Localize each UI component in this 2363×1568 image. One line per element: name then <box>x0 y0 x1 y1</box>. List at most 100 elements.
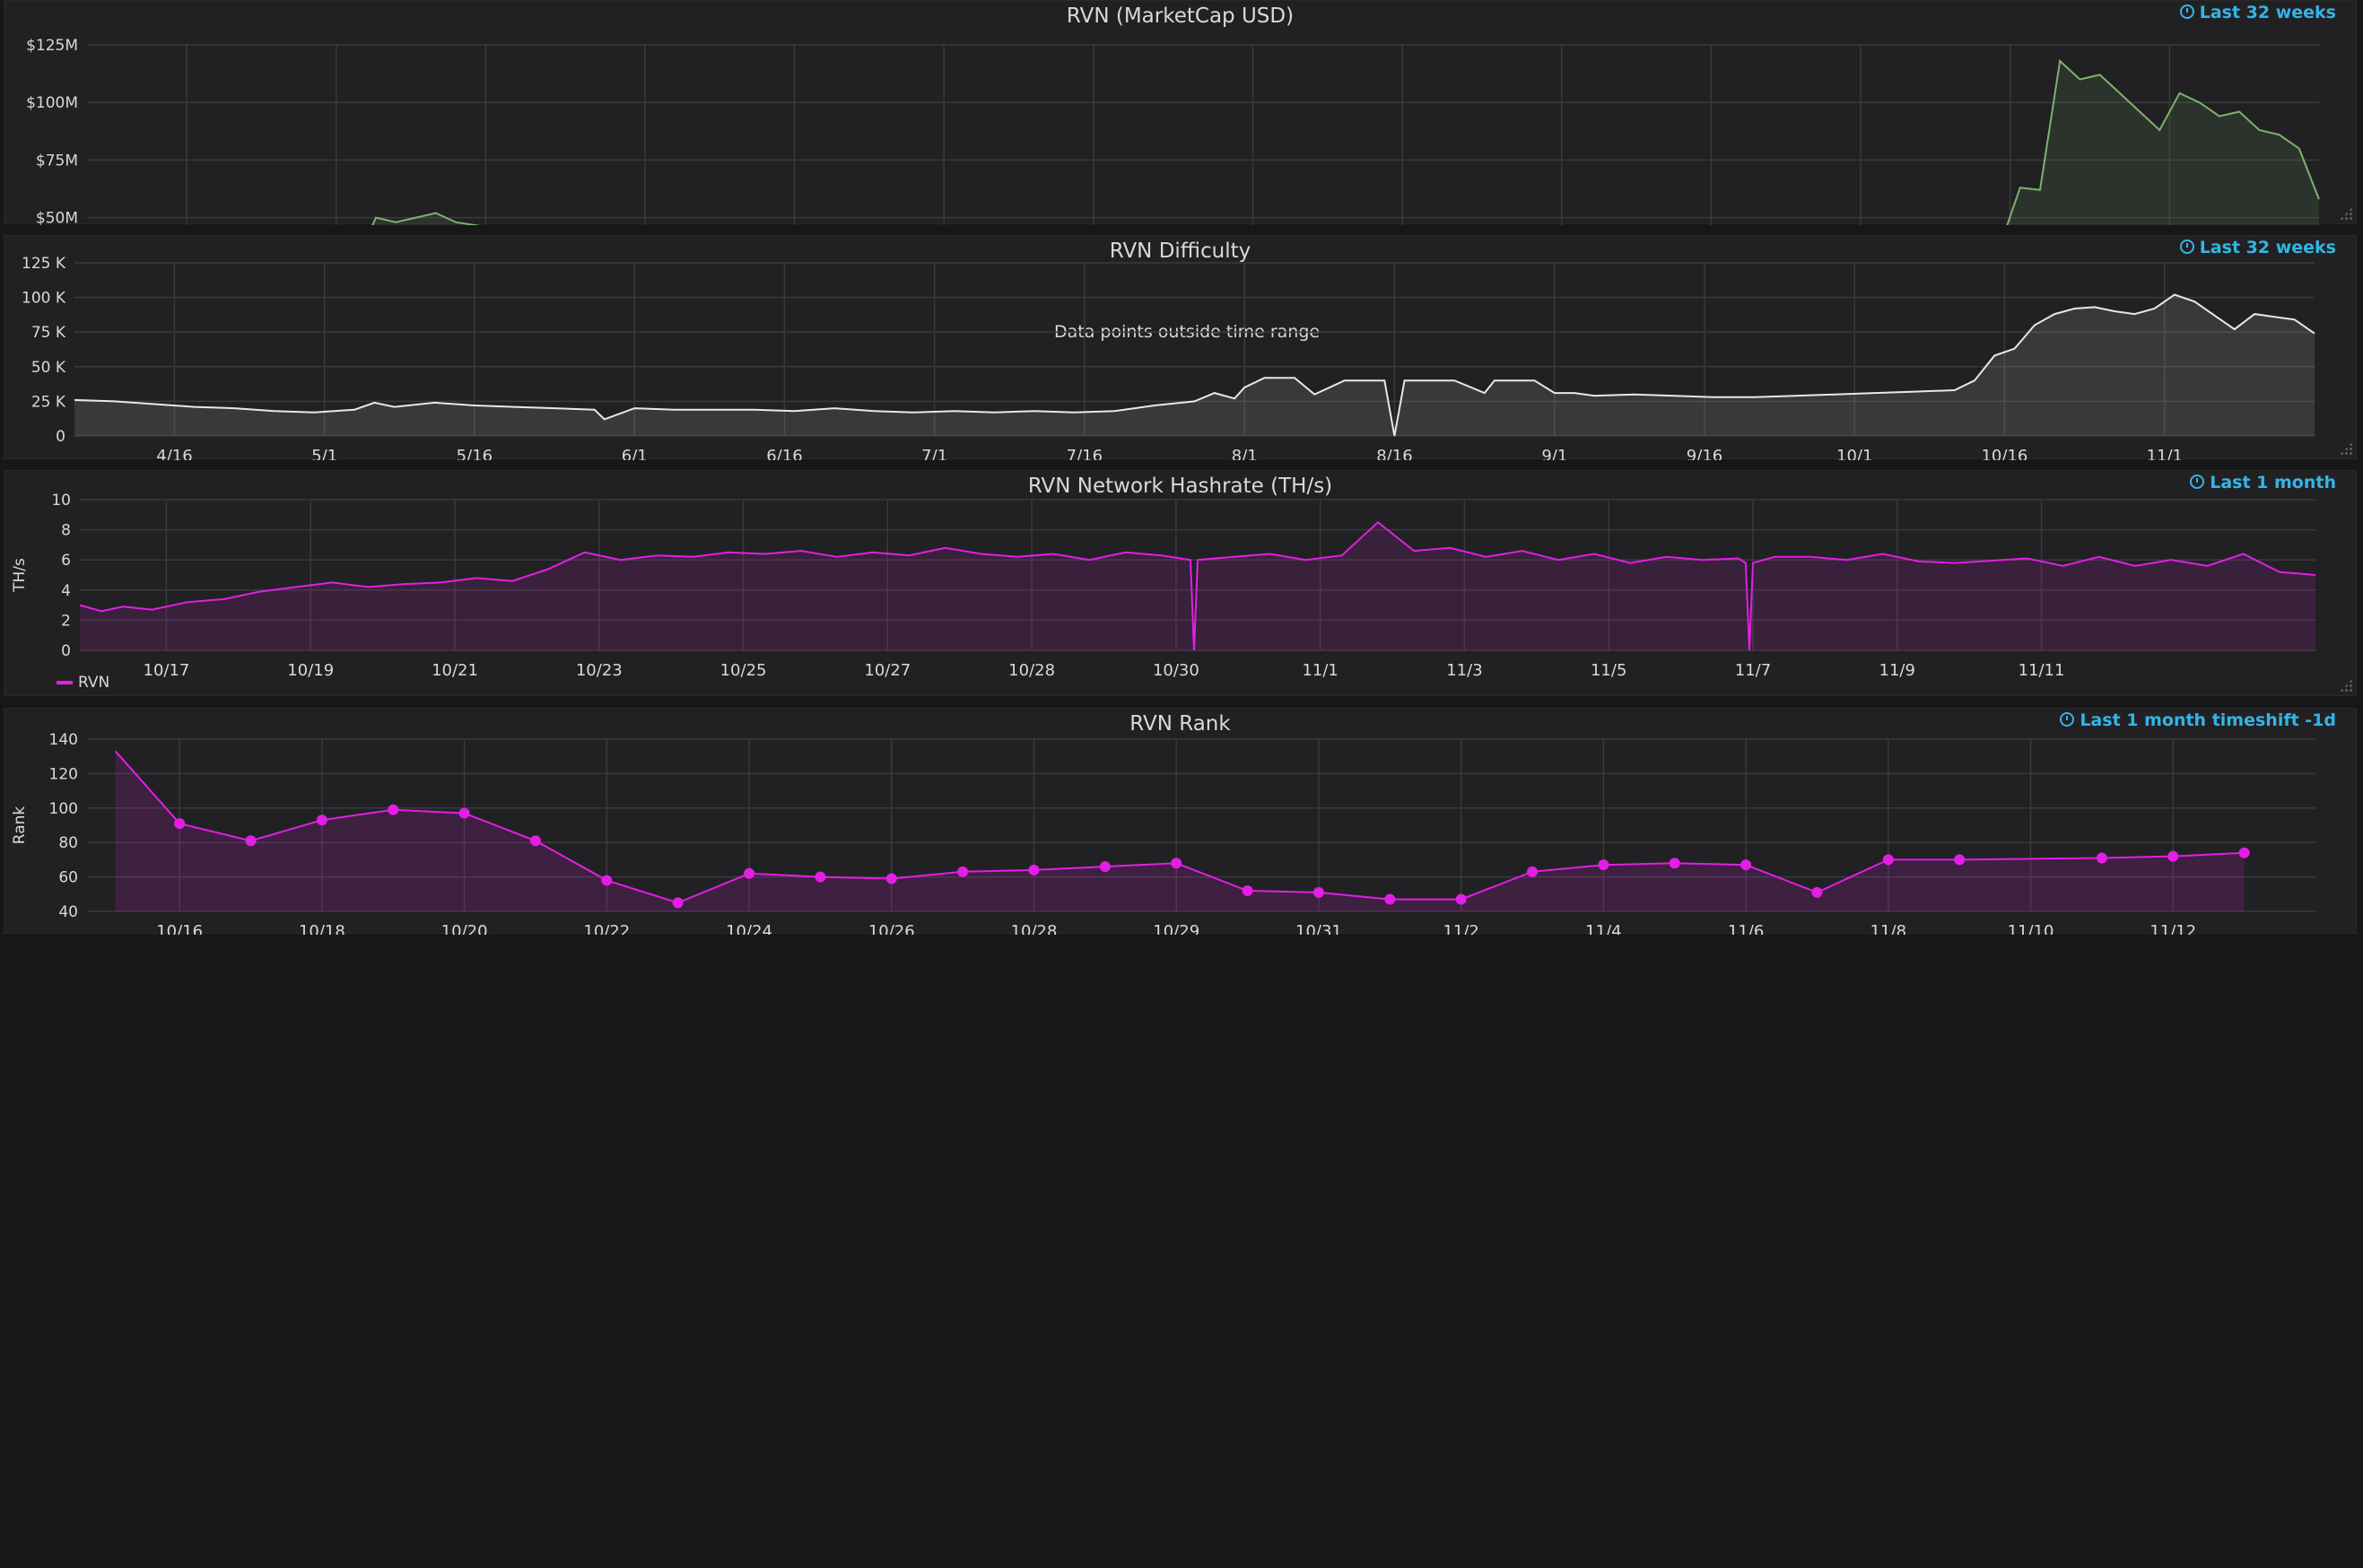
x-tick-label: 10/20 <box>441 922 488 935</box>
x-tick-label: 10/22 <box>583 922 630 935</box>
hashrate-chart[interactable]: 0 2 4 6 8 10 10/17 10/19 10/21 10/23 10/25 10/27 10/… <box>4 471 2358 697</box>
x-tick-label: 11/9 <box>1879 661 1915 680</box>
y-tick-label: 50 K <box>31 359 66 377</box>
marketcap-panel: RVN (MarketCap USD) Last 32 weeks $0$25M… <box>4 0 2358 225</box>
x-tick-label: 10/28 <box>1011 922 1058 935</box>
y-axis-label: TH/s <box>11 558 29 593</box>
data-point <box>1882 854 1894 866</box>
y-tick-label: $50M <box>36 210 78 225</box>
data-point <box>1669 858 1680 869</box>
x-tick-label: 10/27 <box>864 661 911 680</box>
y-tick-label: 2 <box>61 612 71 630</box>
x-tick-label: 10/23 <box>576 661 623 680</box>
data-point <box>815 871 826 883</box>
y-tick-label: 60 <box>58 869 78 887</box>
data-point <box>1242 884 1253 896</box>
x-tick-label: 11/1 <box>1302 661 1338 680</box>
data-point <box>2238 847 2250 858</box>
x-tick-label: 11/10 <box>2008 922 2054 935</box>
data-point <box>316 814 327 826</box>
data-point <box>957 866 969 877</box>
x-tick-label: 10/1 <box>1836 447 1872 460</box>
x-tick-label: 10/31 <box>1295 922 1342 935</box>
data-point <box>1954 854 1966 866</box>
y-tick-label: 6 <box>61 552 71 570</box>
panel-title: RVN Network Hashrate (TH/s) <box>1027 475 1333 498</box>
x-tick-label: 8/1 <box>1232 447 1258 460</box>
x-tick-label: 10/24 <box>726 922 772 935</box>
time-range-info[interactable]: Last 32 weeks <box>2179 3 2336 22</box>
x-tick-label: 9/16 <box>1687 447 1722 460</box>
x-tick-label: 11/11 <box>2019 661 2065 680</box>
y-tick-label: $75M <box>36 152 78 170</box>
panel-title: RVN Difficulty <box>1109 240 1251 263</box>
data-point <box>174 818 186 830</box>
data-point <box>1740 859 1752 871</box>
y-tick-label: 80 <box>58 834 78 852</box>
time-range-info[interactable]: Last 1 month <box>2190 473 2336 492</box>
data-point <box>1384 893 1396 905</box>
legend-label: RVN <box>78 674 110 692</box>
y-tick-label: 0 <box>61 642 71 660</box>
data-point <box>601 875 613 886</box>
data-point <box>885 873 897 884</box>
x-tick-label: 4/16 <box>156 447 192 460</box>
x-tick-label: 8/16 <box>1376 447 1412 460</box>
x-tick-label: 11/6 <box>1728 922 1764 935</box>
x-tick-label: 11/12 <box>2149 922 2196 935</box>
series-line <box>371 58 2320 225</box>
data-point <box>1811 886 1823 898</box>
y-tick-label: 140 <box>49 731 78 749</box>
time-range-info[interactable]: Last 1 month timeshift -1d <box>2060 710 2336 730</box>
data-point <box>388 804 399 815</box>
panel-title: RVN (MarketCap USD) <box>1066 4 1295 28</box>
x-tick-label: 11/4 <box>1585 922 1621 935</box>
data-point <box>1312 886 1324 898</box>
x-tick-label: 10/26 <box>868 922 915 935</box>
x-tick-label: 10/18 <box>299 922 345 935</box>
data-point <box>2167 850 2179 862</box>
x-tick-label: 11/5 <box>1591 661 1626 680</box>
clock-icon <box>2179 4 2194 19</box>
x-tick-label: 10/21 <box>432 661 478 680</box>
x-tick-label: 11/3 <box>1446 661 1482 680</box>
x-tick-label: 10/29 <box>1153 922 1199 935</box>
y-tick-label: 100 <box>49 800 78 818</box>
rank-panel: RVN Rank Last 1 month timeshift -1d 40 60… <box>4 708 2358 935</box>
legend-swatch <box>57 681 73 684</box>
difficulty-chart[interactable]: 0 25 K 50 K 75 K 100 K 125 K 4/16 5/1 5/16 6/1 6/1… <box>4 236 2358 460</box>
y-tick-label: 100 K <box>22 290 66 308</box>
data-point <box>744 867 755 879</box>
clock-icon <box>2179 240 2194 254</box>
x-tick-label: 11/8 <box>1870 922 1906 935</box>
x-tick-label: 10/16 <box>156 922 203 935</box>
x-tick-label: 11/1 <box>2147 447 2183 460</box>
y-tick-label: 75 K <box>31 324 66 342</box>
x-tick-label: 10/25 <box>720 661 767 680</box>
x-tick-label: 11/7 <box>1735 661 1771 680</box>
rank-chart[interactable]: 40 60 80 100 120 140 10/16 10/18 10/20 10/22 10/24… <box>4 709 2358 935</box>
y-tick-label: 10 <box>51 492 71 510</box>
marketcap-chart[interactable]: $0$25M$50M$75M$100M$125M4/165/15/166/16/… <box>4 1 2358 225</box>
x-tick-label: 10/16 <box>1981 447 2027 460</box>
time-range-info[interactable]: Last 32 weeks <box>2179 238 2336 257</box>
data-point <box>1171 858 1182 869</box>
x-tick-label: 10/19 <box>287 661 334 680</box>
legend[interactable]: RVN <box>57 674 109 692</box>
x-tick-label: 6/1 <box>622 447 648 460</box>
y-tick-label: $125M <box>26 37 78 55</box>
y-tick-label: 4 <box>61 582 71 600</box>
data-point <box>1527 866 1539 877</box>
hashrate-panel: RVN Network Hashrate (TH/s) Last 1 month… <box>4 470 2357 696</box>
x-tick-label: 5/16 <box>457 447 493 460</box>
y-tick-label: 8 <box>61 522 71 540</box>
y-axis-label: Rank <box>11 806 29 845</box>
data-point <box>458 807 470 819</box>
clock-icon <box>2060 712 2075 727</box>
series-area <box>74 294 2315 436</box>
y-tick-label: $100M <box>26 94 78 112</box>
panel-title: RVN Rank <box>1129 712 1231 736</box>
data-point <box>1028 864 1040 875</box>
clock-icon <box>2190 475 2205 489</box>
x-tick-label: 7/16 <box>1067 447 1103 460</box>
